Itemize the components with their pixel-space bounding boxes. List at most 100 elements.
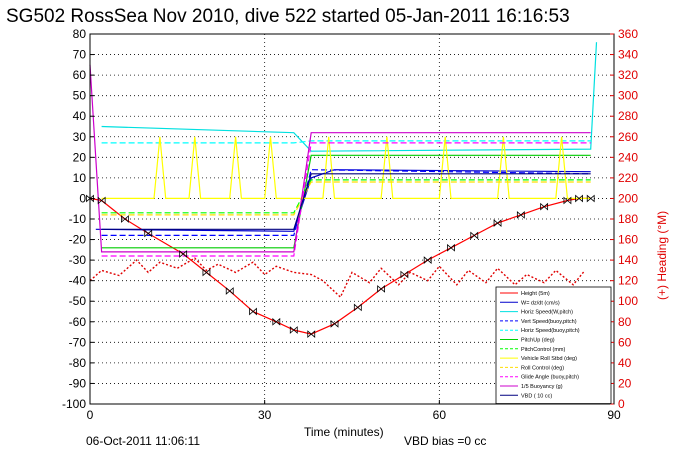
y-tick-label-right: 280 <box>618 109 638 123</box>
footer-vbd-bias: VBD bias =0 cc <box>404 434 486 448</box>
height-marker <box>249 307 257 316</box>
x-tick-label: 30 <box>258 408 272 422</box>
y-tick-label-right: 320 <box>618 68 638 82</box>
x-axis: 0 30 60 90 <box>87 400 621 422</box>
height-marker <box>470 231 479 240</box>
height-marker <box>586 194 595 203</box>
y-tick-label-right: 220 <box>618 171 638 185</box>
height-marker <box>575 194 583 203</box>
y-tick-label-right: 120 <box>618 274 638 288</box>
legend-label: PitchControl (mm) <box>521 347 565 353</box>
height-marker <box>493 219 502 227</box>
y-tick-label-left: 50 <box>73 89 87 103</box>
legend-label: Roll Control (deg) <box>521 365 564 371</box>
y-tick-label-left: 40 <box>73 109 87 123</box>
height-marker <box>307 330 316 338</box>
y-tick-label-left: 10 <box>73 171 87 185</box>
y-tick-label-left: 30 <box>73 130 87 144</box>
y-axis-right: 3603403203002802602402202001801601401201… <box>610 27 638 411</box>
y-tick-label-right: 140 <box>618 253 638 267</box>
series-horiz_speed_buoy <box>101 140 591 144</box>
y-tick-label-right: 80 <box>618 315 632 329</box>
series-heading <box>89 257 586 299</box>
x-tick-label: 60 <box>433 408 447 422</box>
height-marker <box>225 287 234 295</box>
height-marker <box>400 270 409 279</box>
series-w <box>95 169 591 232</box>
legend-label: W= dz/dt (cm/s) <box>521 300 560 306</box>
y-tick-label-right: 300 <box>618 89 638 103</box>
height-marker <box>121 215 129 223</box>
series-layer <box>89 42 598 335</box>
y-tick-label-right: 200 <box>618 191 638 205</box>
legend-label: VBD ( 10 cc) <box>521 393 552 399</box>
y-tick-label-left: 70 <box>73 48 87 62</box>
height-marker <box>353 303 362 312</box>
x-tick-label: 90 <box>607 408 621 422</box>
height-marker <box>330 319 339 328</box>
series-glide_angle <box>101 142 591 257</box>
y-tick-label-left: -60 <box>69 315 87 329</box>
y-tick-label-right: 60 <box>618 335 632 349</box>
x-tick-label: 0 <box>87 408 94 422</box>
height-marker <box>540 202 549 211</box>
height-marker <box>447 243 455 252</box>
legend-label: Glide Angle (buoy,pitch) <box>521 375 579 381</box>
series-vehicle_roll <box>101 136 591 199</box>
footer-timestamp: 06-Oct-2011 11:06:11 <box>86 434 200 448</box>
y-tick-label-right: 340 <box>618 48 638 62</box>
height-marker <box>179 250 188 258</box>
legend-label: Horiz Speed(W,pitch) <box>521 310 573 316</box>
series-horiz_speed_w <box>101 42 598 152</box>
chart-title: SG502 RossSea Nov 2010, dive 522 started… <box>6 6 570 27</box>
height-marker <box>97 196 106 205</box>
y-tick-label-right: 260 <box>618 130 638 144</box>
height-marker <box>144 229 153 238</box>
y-tick-label-left: -70 <box>69 335 87 349</box>
y-tick-label-right: 180 <box>618 212 638 226</box>
legend-label: Height (5m) <box>521 291 550 297</box>
y-tick-label-left: 0 <box>79 191 86 205</box>
height-marker <box>272 317 281 326</box>
y-tick-label-left: -50 <box>69 294 87 308</box>
height-marker <box>563 196 572 205</box>
y-axis-left: 80 70 60 50 40 30 20 10 0 -10 -20 -30 -40 -50 -60 -70 -8… <box>62 27 94 411</box>
y-tick-label-left: -90 <box>69 376 87 390</box>
y-tick-label-right: 160 <box>618 233 638 247</box>
legend-label: Horiz Speed(buoy,pitch) <box>521 328 580 334</box>
y-axis-right-label: (+) Heading (°M) <box>655 211 669 300</box>
x-axis-label: Time (minutes) <box>304 425 384 439</box>
y-tick-label-left: 20 <box>73 150 87 164</box>
series-roll_control <box>101 181 591 216</box>
legend-label: Vert Speed(buoy,pitch) <box>521 319 577 325</box>
legend-label: 1/5 Buoyancy (g) <box>521 384 563 390</box>
legend-box <box>495 286 612 404</box>
legend: Height (5m) W= dz/dt (cm/s) Horiz Speed(W,… <box>495 286 612 404</box>
series-vbd <box>101 173 591 230</box>
y-tick-label-left: -30 <box>69 253 87 267</box>
height-marker <box>202 268 211 277</box>
y-tick-label-right: 0 <box>618 397 625 411</box>
legend-label: Vehicle Roll Stbd (deg) <box>521 356 577 362</box>
y-tick-label-left: -100 <box>62 397 86 411</box>
y-tick-label-right: 100 <box>618 294 638 308</box>
height-marker <box>289 326 298 334</box>
y-tick-label-right: 360 <box>618 27 638 41</box>
y-tick-label-left: 60 <box>73 68 87 82</box>
y-tick-label-right: 40 <box>618 356 632 370</box>
height-marker <box>516 211 525 219</box>
height-marker <box>86 194 94 203</box>
height-marker <box>423 256 432 264</box>
height-markers <box>86 194 595 338</box>
y-tick-label-left: -10 <box>69 212 87 226</box>
height-marker <box>377 285 386 293</box>
y-tick-label-left: 80 <box>73 27 87 41</box>
series-buoyancy <box>89 64 591 253</box>
y-tick-label-left: -80 <box>69 356 87 370</box>
legend-label: PitchUp (deg) <box>521 338 555 344</box>
y-tick-label-left: -40 <box>69 274 87 288</box>
y-tick-label-left: -20 <box>69 233 87 247</box>
y-tick-label-right: 240 <box>618 150 638 164</box>
y-tick-label-right: 20 <box>618 376 632 390</box>
